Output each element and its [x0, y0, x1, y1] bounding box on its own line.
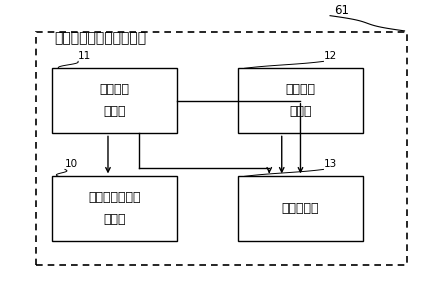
Bar: [238, 68, 363, 133]
Text: 決定部: 決定部: [289, 106, 312, 118]
Text: 11: 11: [78, 52, 91, 61]
Text: 61: 61: [334, 4, 349, 17]
Text: 10: 10: [65, 159, 78, 170]
Text: 無線パラメータ: 無線パラメータ: [88, 191, 141, 204]
Text: 決定部: 決定部: [103, 213, 126, 226]
Text: 12: 12: [324, 52, 337, 61]
Text: 測定情報: 測定情報: [99, 83, 129, 96]
Text: 影音判定部: 影音判定部: [282, 202, 319, 215]
Bar: [52, 176, 177, 241]
Text: 無線パラメータ制御装置: 無線パラメータ制御装置: [54, 31, 146, 45]
Bar: [52, 68, 177, 133]
Text: 判定部: 判定部: [103, 106, 126, 118]
Text: 13: 13: [324, 159, 337, 170]
Bar: [37, 32, 407, 265]
Text: 影音セル: 影音セル: [285, 83, 315, 96]
Bar: [238, 176, 363, 241]
